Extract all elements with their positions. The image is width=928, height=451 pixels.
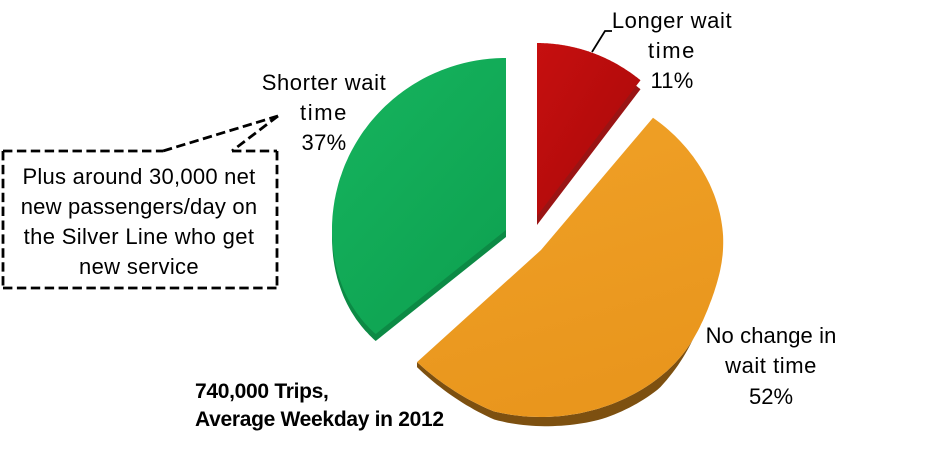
svg-text:37%: 37% [302,130,347,155]
svg-text:new service: new service [79,254,199,279]
svg-text:the Silver Line who get: the Silver Line who get [24,224,255,249]
svg-text:time: time [300,100,348,125]
svg-text:new passengers/day on: new passengers/day on [21,194,258,219]
svg-text:No change in: No change in [706,323,837,348]
svg-text:Shorter wait: Shorter wait [262,70,387,95]
svg-text:52%: 52% [749,384,793,409]
svg-text:Average Weekday in 2012: Average Weekday in 2012 [195,408,444,431]
svg-text:740,000 Trips,: 740,000 Trips, [195,380,329,403]
svg-text:Plus around 30,000 net: Plus around 30,000 net [22,164,255,189]
svg-text:Longer wait: Longer wait [612,8,732,33]
svg-text:wait time: wait time [724,353,817,378]
svg-text:11%: 11% [651,68,694,93]
svg-text:time: time [648,38,696,63]
